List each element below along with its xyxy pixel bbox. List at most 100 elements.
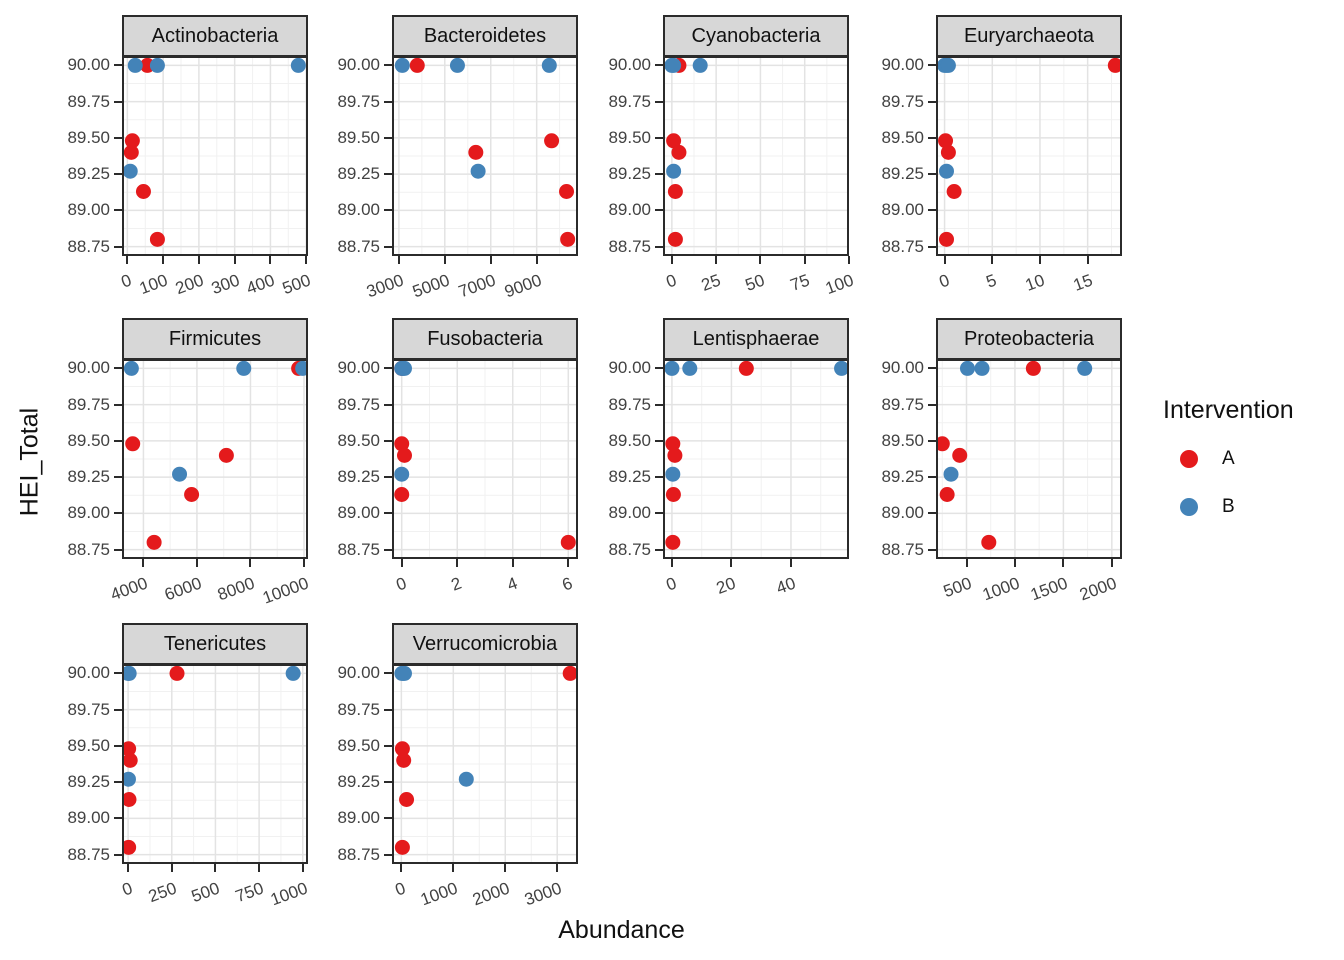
y-tick-label: 89.50 xyxy=(608,430,651,450)
y-tick-mark xyxy=(655,367,663,370)
y-tick-mark xyxy=(655,64,663,67)
y-tick-label: 90.00 xyxy=(67,663,110,683)
data-point-b xyxy=(938,163,954,179)
y-tick-mark xyxy=(114,853,122,856)
facet-panel-actinobacteria xyxy=(122,56,308,256)
data-point-a xyxy=(936,436,950,452)
y-tick-mark xyxy=(655,209,663,212)
x-tick-mark xyxy=(400,864,403,872)
data-point-b xyxy=(541,57,557,73)
y-tick-label: 89.75 xyxy=(337,699,380,719)
y-tick-mark xyxy=(114,367,122,370)
facet-title: Firmicutes xyxy=(168,327,262,350)
data-point-a xyxy=(396,752,412,768)
y-tick-label: 89.75 xyxy=(608,91,651,111)
data-point-b xyxy=(295,360,308,376)
y-tick-mark xyxy=(928,136,936,139)
y-tick-mark xyxy=(384,708,392,711)
y-tick-mark xyxy=(655,439,663,442)
y-tick-mark xyxy=(384,367,392,370)
facet-title: Verrucomicrobia xyxy=(412,632,558,655)
y-tick-label: 90.00 xyxy=(67,358,110,378)
legend-key-b xyxy=(1180,498,1198,516)
y-tick-mark xyxy=(928,245,936,248)
data-point-b xyxy=(682,360,698,376)
y-tick-label: 89.50 xyxy=(67,127,110,147)
x-tick-mark xyxy=(195,559,198,567)
x-tick-mark xyxy=(670,559,673,567)
facet-strip: Cyanobacteria xyxy=(663,15,849,57)
y-tick-mark xyxy=(655,173,663,176)
y-tick-label: 90.00 xyxy=(337,358,380,378)
data-point-b xyxy=(470,163,486,179)
data-point-a xyxy=(981,534,997,550)
facet-strip: Bacteroidetes xyxy=(392,15,578,57)
data-point-a xyxy=(1107,57,1122,73)
y-tick-label: 88.75 xyxy=(608,539,651,559)
x-tick-mark xyxy=(269,256,272,264)
y-tick-mark xyxy=(384,100,392,103)
y-tick-label: 89.00 xyxy=(337,200,380,220)
y-axis-title: HEI_Total xyxy=(15,407,44,517)
facet-strip: Euryarchaeota xyxy=(936,15,1122,57)
facet-panel-firmicutes xyxy=(122,359,308,559)
data-point-a xyxy=(394,839,410,855)
y-tick-mark xyxy=(928,209,936,212)
y-tick-label: 89.00 xyxy=(881,503,924,523)
y-tick-label: 89.25 xyxy=(337,164,380,184)
y-tick-label: 89.25 xyxy=(67,772,110,792)
y-tick-label: 89.50 xyxy=(337,735,380,755)
x-tick-mark xyxy=(142,559,145,567)
y-tick-mark xyxy=(384,245,392,248)
y-tick-label: 89.25 xyxy=(67,467,110,487)
x-tick-mark xyxy=(991,256,994,264)
data-point-a xyxy=(544,133,560,149)
data-point-a xyxy=(399,792,415,808)
facet-title: Tenericutes xyxy=(163,632,267,655)
y-tick-mark xyxy=(384,512,392,515)
data-point-b xyxy=(943,466,959,482)
facet-strip: Verrucomicrobia xyxy=(392,623,578,665)
y-tick-label: 89.50 xyxy=(608,127,651,147)
x-tick-mark xyxy=(489,256,492,264)
y-tick-mark xyxy=(384,403,392,406)
data-point-b xyxy=(666,163,682,179)
y-tick-label: 89.00 xyxy=(337,808,380,828)
y-tick-label: 90.00 xyxy=(67,55,110,75)
y-tick-label: 90.00 xyxy=(608,55,651,75)
data-point-b xyxy=(172,466,188,482)
x-tick-mark xyxy=(126,256,129,264)
y-tick-mark xyxy=(928,439,936,442)
facet-panel-cyanobacteria xyxy=(663,56,849,256)
y-tick-label: 88.75 xyxy=(608,236,651,256)
data-point-a xyxy=(667,231,683,247)
facet-panel-verrucomicrobia xyxy=(392,664,578,864)
data-point-a xyxy=(394,436,410,452)
y-tick-label: 89.00 xyxy=(67,503,110,523)
data-point-b xyxy=(122,665,137,681)
x-tick-mark xyxy=(1013,559,1016,567)
facet-strip: Fusobacteria xyxy=(392,318,578,360)
y-tick-mark xyxy=(384,136,392,139)
x-tick-mark xyxy=(1086,256,1089,264)
y-tick-mark xyxy=(928,403,936,406)
y-tick-mark xyxy=(655,548,663,551)
y-tick-label: 89.75 xyxy=(67,699,110,719)
x-tick-mark xyxy=(443,256,446,264)
x-tick-mark xyxy=(397,256,400,264)
y-tick-label: 89.75 xyxy=(337,91,380,111)
facet-strip: Firmicutes xyxy=(122,318,308,360)
data-point-b xyxy=(396,665,412,681)
x-tick-mark xyxy=(400,559,403,567)
y-tick-mark xyxy=(114,476,122,479)
y-tick-mark xyxy=(928,173,936,176)
legend-label-a: A xyxy=(1222,448,1235,469)
y-tick-label: 89.50 xyxy=(337,127,380,147)
data-point-a xyxy=(123,144,139,160)
data-point-a xyxy=(184,487,200,503)
x-tick-mark xyxy=(1062,559,1065,567)
x-tick-mark xyxy=(670,256,673,264)
y-tick-mark xyxy=(655,512,663,515)
y-tick-mark xyxy=(114,403,122,406)
